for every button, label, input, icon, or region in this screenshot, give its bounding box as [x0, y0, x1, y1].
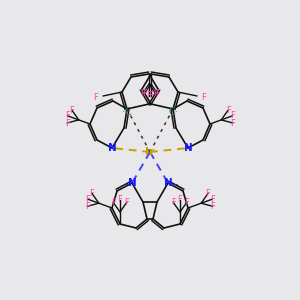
Text: N: N: [128, 178, 136, 188]
Text: F: F: [202, 92, 206, 101]
Text: N: N: [108, 143, 116, 153]
Text: F: F: [230, 111, 235, 120]
Text: F: F: [184, 198, 189, 207]
Text: F: F: [148, 92, 153, 100]
Text: F: F: [69, 106, 74, 115]
Text: F: F: [89, 189, 94, 198]
Text: F: F: [210, 195, 215, 204]
Text: F: F: [226, 106, 231, 115]
Text: F: F: [210, 202, 215, 211]
Text: F: F: [65, 111, 70, 120]
Text: ·C: ·C: [122, 107, 132, 117]
Text: F: F: [65, 118, 70, 127]
Text: F: F: [178, 196, 182, 205]
Text: F: F: [142, 89, 147, 98]
Text: −: −: [171, 181, 177, 190]
Text: F: F: [171, 198, 176, 207]
Text: N: N: [184, 143, 192, 153]
Text: C·: C·: [168, 107, 178, 117]
Text: Ir: Ir: [145, 147, 155, 157]
Text: F: F: [147, 92, 152, 100]
Text: N: N: [164, 178, 172, 188]
Text: F: F: [118, 196, 122, 205]
Text: F: F: [111, 198, 116, 207]
Text: F: F: [206, 189, 211, 198]
Text: F: F: [230, 118, 235, 127]
Text: −: −: [123, 181, 129, 190]
Text: F: F: [140, 89, 145, 98]
Text: F: F: [85, 202, 90, 211]
Text: F: F: [124, 198, 129, 207]
Text: F: F: [155, 89, 160, 98]
Text: F: F: [94, 92, 98, 101]
Text: F: F: [85, 195, 90, 204]
Text: F: F: [153, 89, 158, 98]
